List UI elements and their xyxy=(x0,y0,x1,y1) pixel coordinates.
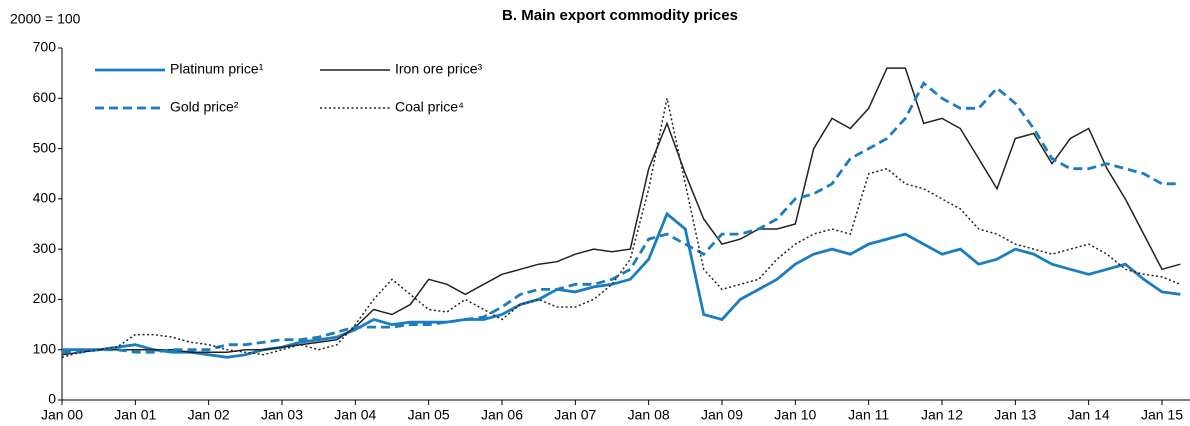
legend-label: Iron ore price³ xyxy=(395,61,482,77)
y-tick-label: 0 xyxy=(48,391,56,407)
y-tick-label: 200 xyxy=(33,290,57,306)
chart-title: B. Main export commodity prices xyxy=(502,7,738,24)
x-tick-label: Jan 10 xyxy=(774,407,816,423)
x-tick-label: Jan 14 xyxy=(1068,407,1110,423)
x-tick-label: Jan 07 xyxy=(554,407,596,423)
y-tick-label: 700 xyxy=(33,39,57,55)
series-line xyxy=(61,98,1181,359)
legend-label: Coal price⁴ xyxy=(395,99,464,115)
y-tick-label: 300 xyxy=(33,240,57,256)
y-axis-label: 2000 = 100 xyxy=(10,11,81,27)
x-tick-label: Jan 05 xyxy=(408,407,450,423)
y-tick-label: 600 xyxy=(33,89,57,105)
legend-label: Platinum price¹ xyxy=(170,61,264,77)
x-tick-label: Jan 15 xyxy=(1141,407,1183,423)
x-tick-label: Jan 04 xyxy=(334,407,376,423)
x-tick-label: Jan 11 xyxy=(848,407,889,423)
y-tick-label: 400 xyxy=(33,190,57,206)
x-tick-label: Jan 06 xyxy=(481,407,523,423)
x-tick-label: Jan 01 xyxy=(114,407,156,423)
series-line xyxy=(62,81,1181,354)
x-tick-label: Jan 13 xyxy=(994,407,1036,423)
series-line xyxy=(61,67,1181,356)
x-tick-label: Jan 08 xyxy=(628,407,670,423)
x-tick-label: Jan 12 xyxy=(921,407,963,423)
x-tick-label: Jan 00 xyxy=(41,407,83,423)
x-tick-label: Jan 03 xyxy=(261,407,303,423)
y-tick-label: 500 xyxy=(33,139,57,155)
legend-label: Gold price² xyxy=(170,99,239,115)
y-tick-label: 100 xyxy=(33,340,57,356)
series-line xyxy=(62,211,1181,359)
x-tick-label: Jan 09 xyxy=(701,407,743,423)
x-tick-label: Jan 02 xyxy=(188,407,230,423)
